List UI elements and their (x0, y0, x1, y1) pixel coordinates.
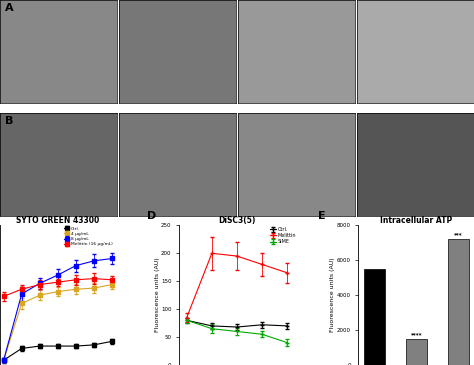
Title: DiSC3(5): DiSC3(5) (219, 216, 255, 224)
Text: D: D (147, 211, 156, 222)
Text: B: B (5, 116, 13, 126)
Y-axis label: Fluorescence units (AU): Fluorescence units (AU) (330, 258, 336, 333)
Text: ****: **** (410, 332, 422, 337)
Text: E: E (318, 211, 326, 222)
Legend: Ctrl., 4 μg/mL, 8 μg/mL, Melittin (16 μg/mL): Ctrl., 4 μg/mL, 8 μg/mL, Melittin (16 μg… (63, 225, 114, 248)
Bar (448, 239, 469, 365)
Bar (364, 269, 385, 365)
Y-axis label: Fluorescence units (AU): Fluorescence units (AU) (155, 258, 160, 333)
Bar (406, 339, 427, 365)
Text: A: A (5, 3, 13, 13)
Title: Intracellular ATP: Intracellular ATP (380, 216, 452, 224)
Title: SYTO GREEN 43300: SYTO GREEN 43300 (16, 216, 100, 224)
Text: ***: *** (454, 232, 463, 237)
Legend: Ctrl., Melittin, SIME: Ctrl., Melittin, SIME (268, 225, 298, 246)
